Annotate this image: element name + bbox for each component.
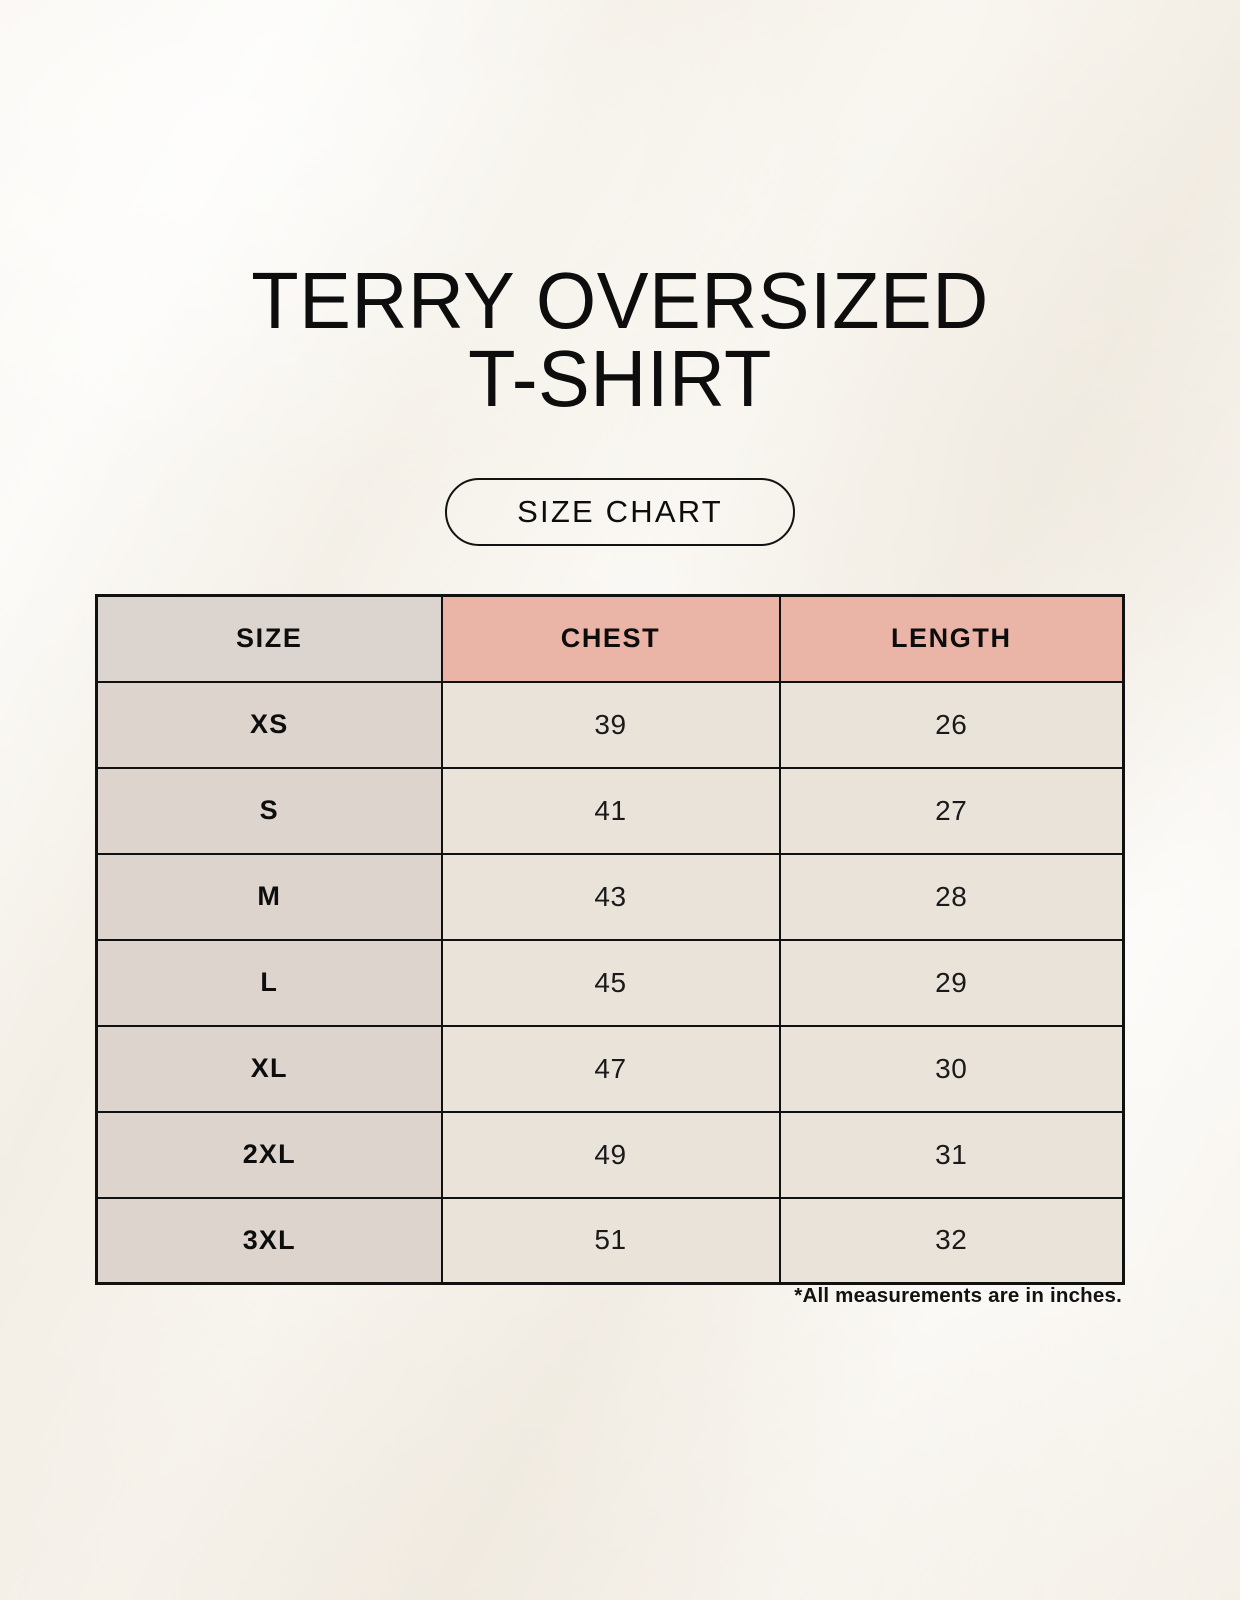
column-header-length: LENGTH bbox=[778, 594, 1125, 683]
measurement-footnote: *All measurements are in inches. bbox=[794, 1284, 1122, 1307]
size-table-wrap: SIZE CHEST LENGTH XS 39 26 S 41 27 M bbox=[95, 594, 1125, 1285]
cell-chest: 51 bbox=[440, 1196, 781, 1285]
table-header-row: SIZE CHEST LENGTH bbox=[95, 594, 1125, 683]
table-row: M 43 28 bbox=[95, 852, 1125, 941]
cell-length: 27 bbox=[778, 766, 1125, 855]
cell-length: 31 bbox=[778, 1110, 1125, 1199]
table-row: S 41 27 bbox=[95, 766, 1125, 855]
size-table: SIZE CHEST LENGTH XS 39 26 S 41 27 M bbox=[95, 594, 1125, 1285]
cell-chest: 43 bbox=[440, 852, 781, 941]
cell-size: L bbox=[95, 938, 443, 1027]
cell-length: 29 bbox=[778, 938, 1125, 1027]
cell-chest: 49 bbox=[440, 1110, 781, 1199]
table-row: L 45 29 bbox=[95, 938, 1125, 1027]
size-table-head: SIZE CHEST LENGTH bbox=[95, 594, 1125, 683]
size-table-body: XS 39 26 S 41 27 M 43 28 L 45 29 bbox=[95, 680, 1125, 1285]
cell-length: 26 bbox=[778, 680, 1125, 769]
table-row: 2XL 49 31 bbox=[95, 1110, 1125, 1199]
cell-length: 30 bbox=[778, 1024, 1125, 1113]
page-title-block: TERRY OVERSIZED T-SHIRT bbox=[0, 256, 1240, 424]
table-row: XL 47 30 bbox=[95, 1024, 1125, 1113]
size-chart-badge: SIZE CHART bbox=[445, 478, 795, 546]
cell-length: 32 bbox=[778, 1196, 1125, 1285]
column-header-chest: CHEST bbox=[440, 594, 781, 683]
cell-length: 28 bbox=[778, 852, 1125, 941]
table-row: XS 39 26 bbox=[95, 680, 1125, 769]
page-title-line-2: T-SHIRT bbox=[468, 334, 772, 424]
cell-size: 3XL bbox=[95, 1196, 443, 1285]
cell-size: XL bbox=[95, 1024, 443, 1113]
page-title: TERRY OVERSIZED T-SHIRT bbox=[19, 256, 1222, 424]
cell-chest: 45 bbox=[440, 938, 781, 1027]
page-title-line-1: TERRY OVERSIZED bbox=[251, 256, 989, 345]
cell-size: M bbox=[95, 852, 443, 941]
cell-chest: 47 bbox=[440, 1024, 781, 1113]
cell-chest: 41 bbox=[440, 766, 781, 855]
cell-size: 2XL bbox=[95, 1110, 443, 1199]
cell-size: XS bbox=[95, 680, 443, 769]
cell-chest: 39 bbox=[440, 680, 781, 769]
cell-size: S bbox=[95, 766, 443, 855]
column-header-size: SIZE bbox=[95, 594, 443, 683]
size-chart-badge-wrap: SIZE CHART bbox=[0, 478, 1240, 546]
table-row: 3XL 51 32 bbox=[95, 1196, 1125, 1285]
